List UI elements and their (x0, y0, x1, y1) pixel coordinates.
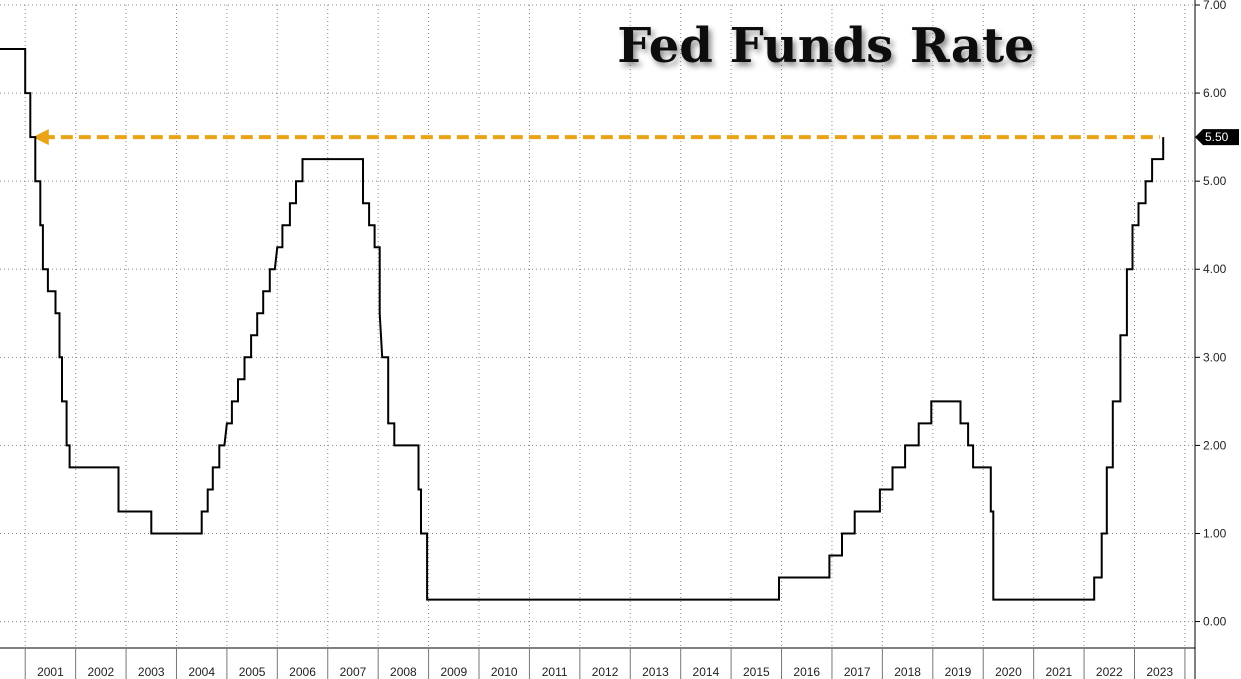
x-tick-label: 2019 (945, 665, 972, 679)
x-tick-label: 2011 (542, 665, 568, 679)
axes (0, 0, 1196, 679)
x-tick-label: 2018 (894, 665, 921, 679)
x-tick-label: 2020 (995, 665, 1022, 679)
last-value-badge (1195, 129, 1239, 146)
x-tick-label: 2023 (1146, 665, 1173, 679)
x-tick-label: 2008 (390, 665, 417, 679)
y-axis-ticks: 0.00 1.00 2.00 3.00 4.00 5.00 6.00 7.00 (1195, 0, 1227, 629)
reference-line (32, 129, 1160, 146)
x-tick-label: 2013 (642, 665, 669, 679)
x-tick-label: 2002 (87, 665, 114, 679)
last-value-marker: 5.50 (1195, 129, 1239, 146)
x-tick-label: 2010 (491, 665, 518, 679)
x-tick-label: 2003 (138, 665, 165, 679)
grid-lines (0, 4, 1195, 648)
x-tick-label: 2016 (793, 665, 820, 679)
x-tick-label: 2006 (289, 665, 316, 679)
y-tick-label: 6.00 (1203, 86, 1227, 100)
y-tick-label: 5.00 (1203, 174, 1227, 188)
y-tick-label: 4.00 (1203, 262, 1227, 276)
x-tick-label: 2021 (1046, 665, 1073, 679)
chart-title: Fed Funds Rate (617, 18, 1034, 74)
x-tick-label: 2005 (239, 665, 266, 679)
last-value-label: 5.50 (1205, 130, 1229, 144)
x-axis-ticks: 2001 2002 2003 2004 2005 2006 2007 2008 2009 2010… (24, 648, 1186, 679)
y-tick-label: 0.00 (1203, 615, 1227, 629)
x-tick-label: 2014 (693, 665, 720, 679)
x-tick-label: 2015 (743, 665, 770, 679)
x-tick-label: 2007 (340, 665, 367, 679)
x-tick-label: 2004 (188, 665, 215, 679)
fed-funds-rate-line (0, 48, 1165, 601)
y-tick-label: 1.00 (1203, 526, 1227, 540)
y-tick-label: 3.00 (1203, 350, 1227, 364)
y-tick-label: 7.00 (1203, 0, 1227, 12)
y-tick-label: 2.00 (1203, 438, 1227, 452)
x-tick-label: 2009 (440, 665, 467, 679)
series-lines (0, 48, 1165, 601)
x-tick-label: 2001 (37, 665, 64, 679)
reference-arrow-head (32, 129, 49, 146)
x-tick-label: 2017 (844, 665, 871, 679)
x-tick-label: 2022 (1096, 665, 1123, 679)
x-tick-label: 2012 (592, 665, 619, 679)
